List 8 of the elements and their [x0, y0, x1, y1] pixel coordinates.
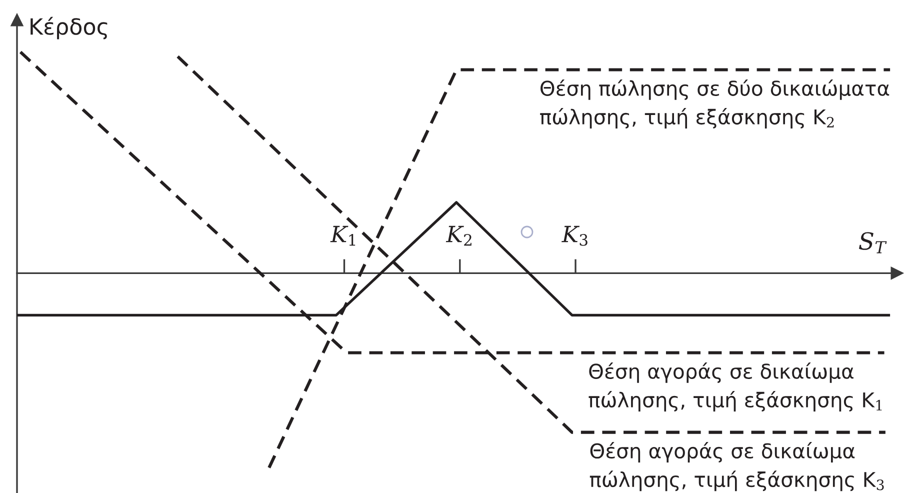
series-label: Θέση αγοράς σε δικαίωμα πώλησης, τιμή εξάσκησης K$_{1}$ — [588, 362, 882, 412]
y-axis-title: Κέρδος — [30, 16, 108, 40]
x-axis-title: S$_{T}$ — [858, 232, 887, 254]
series-label: Θέση αγοράς σε δικαίωμα πώλησης, τιμή εξάσκησης K$_{3}$ — [590, 442, 884, 492]
x-tick-label: K$_{3}$ — [562, 226, 588, 246]
series-label: Θέση πώλησης σε δύο δικαιώματα πώλησης, τιμή εξάσκησης K$_{2}$ — [540, 79, 890, 129]
x-tick-label: K$_{2}$ — [446, 226, 472, 246]
x-tick-label: K$_{1}$ — [330, 226, 356, 246]
